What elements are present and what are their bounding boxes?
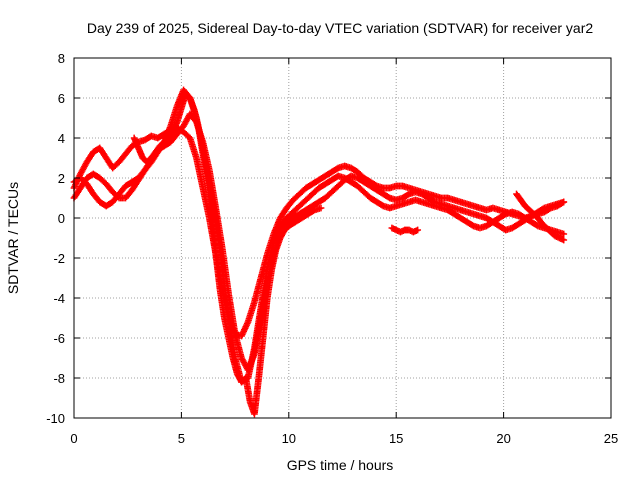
data-point — [560, 230, 568, 238]
y-tick-label: 2 — [58, 171, 65, 186]
data-point — [560, 236, 568, 244]
x-axis-label: GPS time / hours — [287, 457, 394, 473]
data-point — [560, 198, 568, 206]
data-point — [317, 204, 325, 212]
x-tick-label: 25 — [604, 431, 618, 446]
y-tick-label: -10 — [46, 411, 65, 426]
y-axis-label: SDTVAR / TECUs — [5, 182, 21, 294]
axis-ticks: 0 5 10 15 20 25 -10 -8 -6 -4 -2 0 2 4 6 8 — [46, 51, 618, 446]
y-tick-label: 6 — [58, 91, 65, 106]
y-tick-label: -2 — [53, 251, 65, 266]
y-tick-label: -8 — [53, 371, 65, 386]
grid — [74, 58, 611, 418]
y-tick-label: 4 — [58, 131, 65, 146]
y-tick-label: 0 — [58, 211, 65, 226]
x-tick-label: 15 — [389, 431, 403, 446]
series-track-b — [70, 86, 568, 386]
data-point — [414, 226, 422, 234]
plot-frame — [73, 57, 612, 419]
x-tick-label: 5 — [178, 431, 185, 446]
series-track-f — [513, 190, 568, 244]
x-tick-label: 0 — [70, 431, 77, 446]
data-points — [70, 86, 568, 418]
x-tick-label: 10 — [282, 431, 296, 446]
y-tick-label: 8 — [58, 51, 65, 66]
y-tick-label: -4 — [53, 291, 65, 306]
y-tick-label: -6 — [53, 331, 65, 346]
series-track-c — [70, 110, 568, 374]
chart-title: Day 239 of 2025, Sidereal Day-to-day VTE… — [87, 20, 593, 36]
series-track-d — [130, 90, 325, 418]
series-track-e — [388, 224, 422, 236]
x-tick-label: 20 — [496, 431, 510, 446]
